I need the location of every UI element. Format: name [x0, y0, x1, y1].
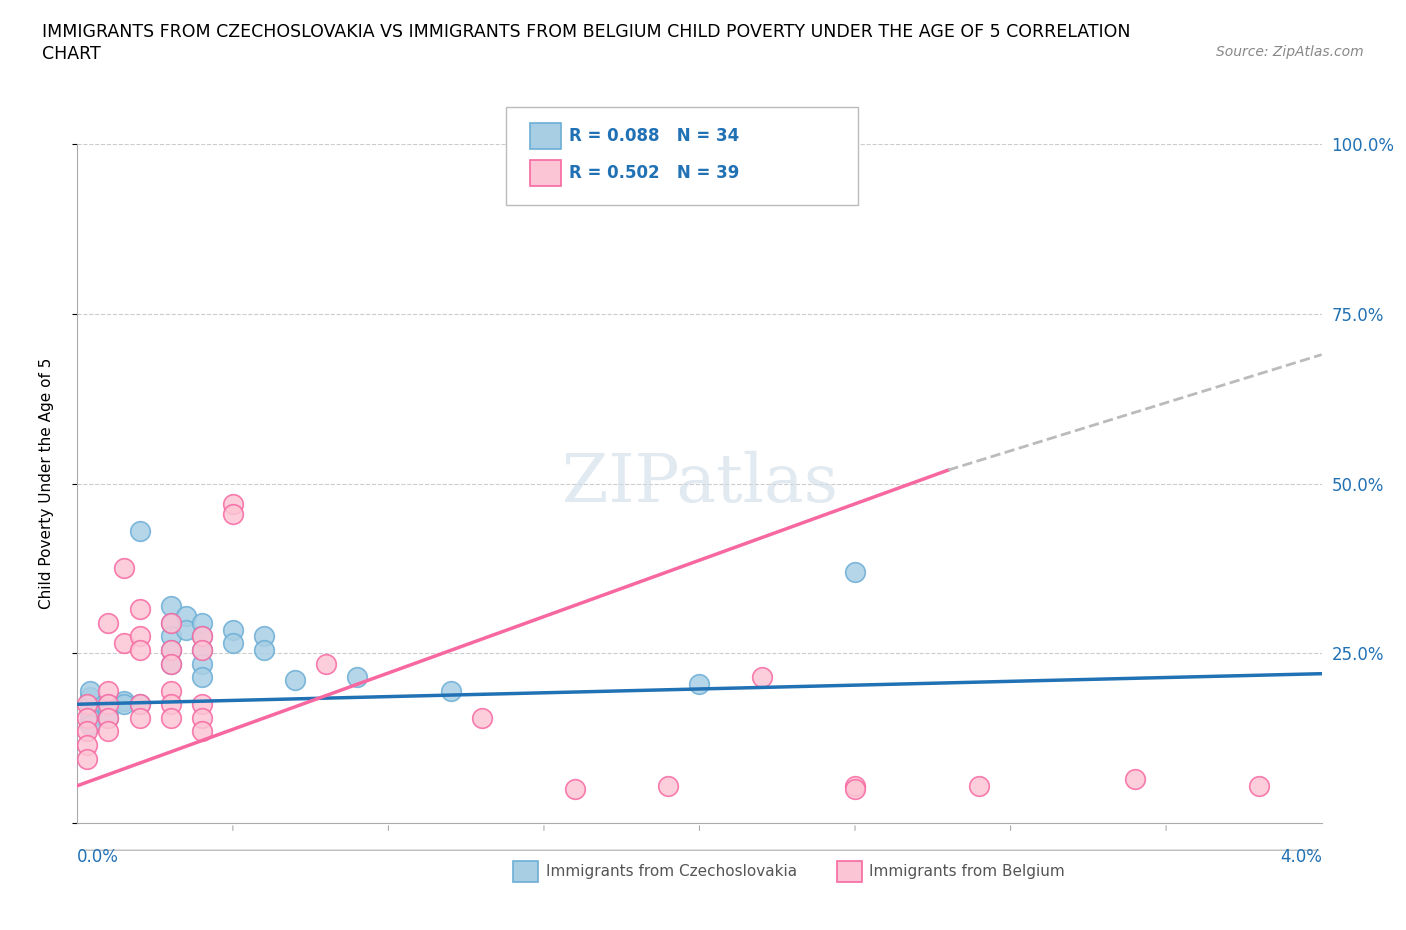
Point [191, 670, 214, 684]
Point [191, 643, 214, 658]
Point [97, 697, 120, 711]
Point [76, 737, 98, 752]
Text: R = 0.502   N = 39: R = 0.502 N = 39 [569, 164, 740, 182]
Point [222, 507, 245, 522]
Text: Immigrants from Belgium: Immigrants from Belgium [869, 864, 1064, 879]
Text: R = 0.088   N = 34: R = 0.088 N = 34 [569, 126, 740, 145]
Point [159, 656, 181, 671]
Point [844, 565, 866, 579]
Text: 0.0%: 0.0% [77, 848, 120, 866]
Point [128, 602, 150, 617]
Point [315, 656, 337, 671]
Text: CHART: CHART [42, 45, 101, 62]
Point [97, 711, 120, 725]
Point [346, 670, 368, 684]
Point [112, 561, 135, 576]
Point [76, 751, 98, 766]
Point [191, 629, 214, 644]
Point [79, 690, 101, 705]
Point [191, 697, 214, 711]
Point [844, 778, 866, 793]
Point [128, 697, 150, 711]
Point [79, 704, 101, 719]
Point [284, 673, 307, 688]
Point [174, 608, 197, 623]
Text: 4.0%: 4.0% [1279, 848, 1322, 866]
Point [112, 694, 135, 709]
Point [689, 676, 711, 691]
Point [97, 697, 120, 711]
Point [471, 711, 494, 725]
Point [191, 656, 214, 671]
Point [159, 684, 181, 698]
Point [79, 697, 101, 711]
Point [79, 711, 101, 725]
Point [1249, 778, 1271, 793]
Point [174, 622, 197, 637]
Point [440, 684, 463, 698]
Point [76, 724, 98, 738]
Point [657, 778, 679, 793]
Point [159, 629, 181, 644]
Point [79, 717, 101, 732]
Point [76, 697, 98, 711]
Point [253, 629, 276, 644]
Point [159, 598, 181, 613]
Point [222, 636, 245, 651]
Point [159, 656, 181, 671]
Point [128, 697, 150, 711]
Point [969, 778, 991, 793]
Point [253, 643, 276, 658]
Point [564, 781, 586, 796]
Point [97, 616, 120, 631]
Point [79, 684, 101, 698]
Point [222, 622, 245, 637]
Text: IMMIGRANTS FROM CZECHOSLOVAKIA VS IMMIGRANTS FROM BELGIUM CHILD POVERTY UNDER TH: IMMIGRANTS FROM CZECHOSLOVAKIA VS IMMIGR… [42, 23, 1130, 41]
Point [159, 643, 181, 658]
Point [191, 711, 214, 725]
Point [844, 781, 866, 796]
Point [191, 629, 214, 644]
Point [159, 643, 181, 658]
Point [191, 643, 214, 658]
Point [128, 524, 150, 538]
Point [1123, 772, 1146, 787]
Text: Immigrants from Czechoslovakia: Immigrants from Czechoslovakia [546, 864, 797, 879]
Point [128, 711, 150, 725]
Text: Source: ZipAtlas.com: Source: ZipAtlas.com [1216, 45, 1364, 59]
Point [112, 697, 135, 711]
Point [191, 724, 214, 738]
Point [97, 724, 120, 738]
Point [76, 711, 98, 725]
Point [97, 711, 120, 725]
Point [191, 616, 214, 631]
Point [222, 497, 245, 512]
Point [751, 670, 773, 684]
Point [159, 616, 181, 631]
Point [159, 616, 181, 631]
Point [97, 704, 120, 719]
Point [112, 636, 135, 651]
Point [128, 629, 150, 644]
Point [97, 684, 120, 698]
Y-axis label: Child Poverty Under the Age of 5: Child Poverty Under the Age of 5 [39, 358, 53, 609]
Point [159, 697, 181, 711]
Point [159, 711, 181, 725]
Text: ZIPatlas: ZIPatlas [561, 451, 838, 516]
Point [128, 643, 150, 658]
